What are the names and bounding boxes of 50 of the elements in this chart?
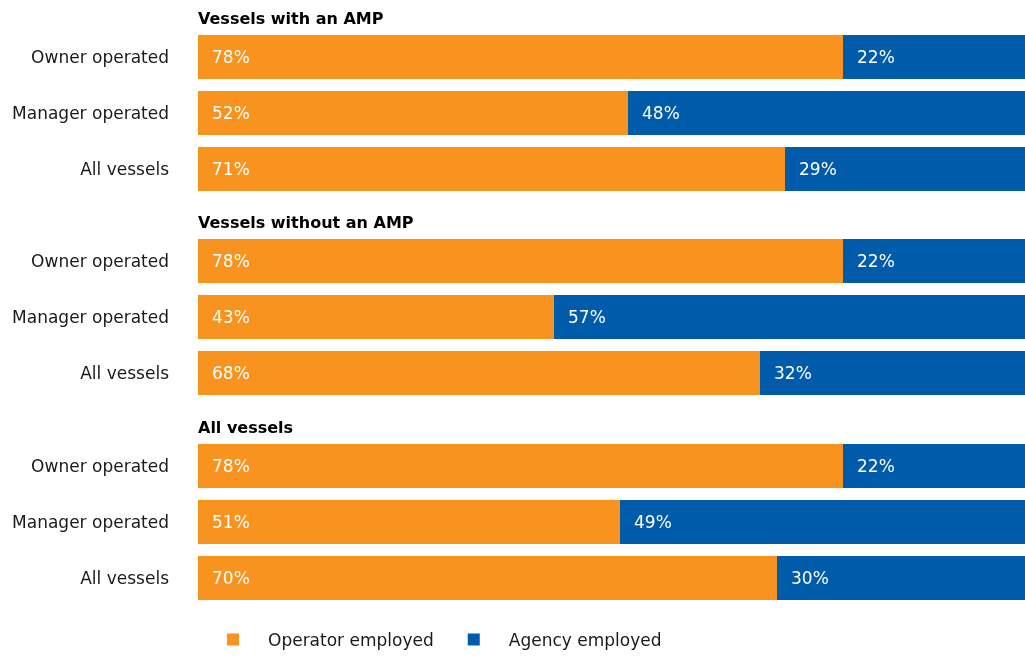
data-label: 70% — [212, 567, 250, 588]
data-label: 78% — [212, 455, 250, 476]
y-tick-label: All vessels — [80, 567, 170, 588]
data-label: 78% — [212, 47, 250, 67]
data-label: 49% — [634, 511, 672, 532]
data-label: 30% — [791, 567, 829, 588]
data-label: 48% — [642, 103, 680, 123]
bar — [198, 239, 844, 283]
data-label: 22% — [857, 251, 895, 272]
data-label: 78% — [212, 251, 250, 272]
bar — [198, 147, 786, 191]
data-label: 29% — [799, 159, 837, 179]
legend-label: Agency employed — [508, 629, 662, 650]
bar — [198, 35, 844, 79]
bar — [198, 556, 777, 600]
legend-label: Operator employed — [268, 629, 434, 650]
y-tick-label: All vessels — [80, 363, 170, 384]
data-label: 57% — [568, 307, 606, 328]
bar — [198, 444, 844, 488]
data-label: 32% — [774, 363, 812, 384]
y-tick-label: All vessels — [80, 158, 170, 179]
data-label: 68% — [212, 363, 250, 384]
bar — [628, 91, 1025, 135]
bar — [198, 295, 554, 339]
bar — [776, 556, 1025, 600]
text: All vessels — [198, 417, 294, 437]
data-label: 52% — [212, 103, 250, 123]
bar — [843, 444, 1025, 488]
y-tick-label: Manager operated — [12, 511, 169, 532]
data-label: 22% — [857, 47, 895, 67]
y-tick-label: Manager operated — [12, 102, 169, 123]
bar — [785, 147, 1025, 191]
bar — [198, 500, 620, 544]
bar — [843, 239, 1025, 283]
text: Vessels with an AMP — [198, 8, 384, 28]
bar — [198, 351, 761, 395]
y-tick-label: Manager operated — [12, 307, 169, 328]
y-tick-label: Owner operated — [31, 455, 169, 476]
data-label: 43% — [212, 307, 250, 328]
data-label: 71% — [212, 159, 250, 179]
bar — [198, 91, 629, 135]
text: Vessels without an AMP — [198, 212, 414, 232]
y-tick-label: Owner operated — [31, 46, 169, 67]
data-label: 22% — [857, 455, 895, 476]
bar — [760, 351, 1025, 395]
bar — [619, 500, 1025, 544]
data-label: 51% — [212, 511, 250, 532]
bar — [553, 295, 1025, 339]
y-tick-label: Owner operated — [31, 251, 169, 272]
bar — [843, 35, 1025, 79]
